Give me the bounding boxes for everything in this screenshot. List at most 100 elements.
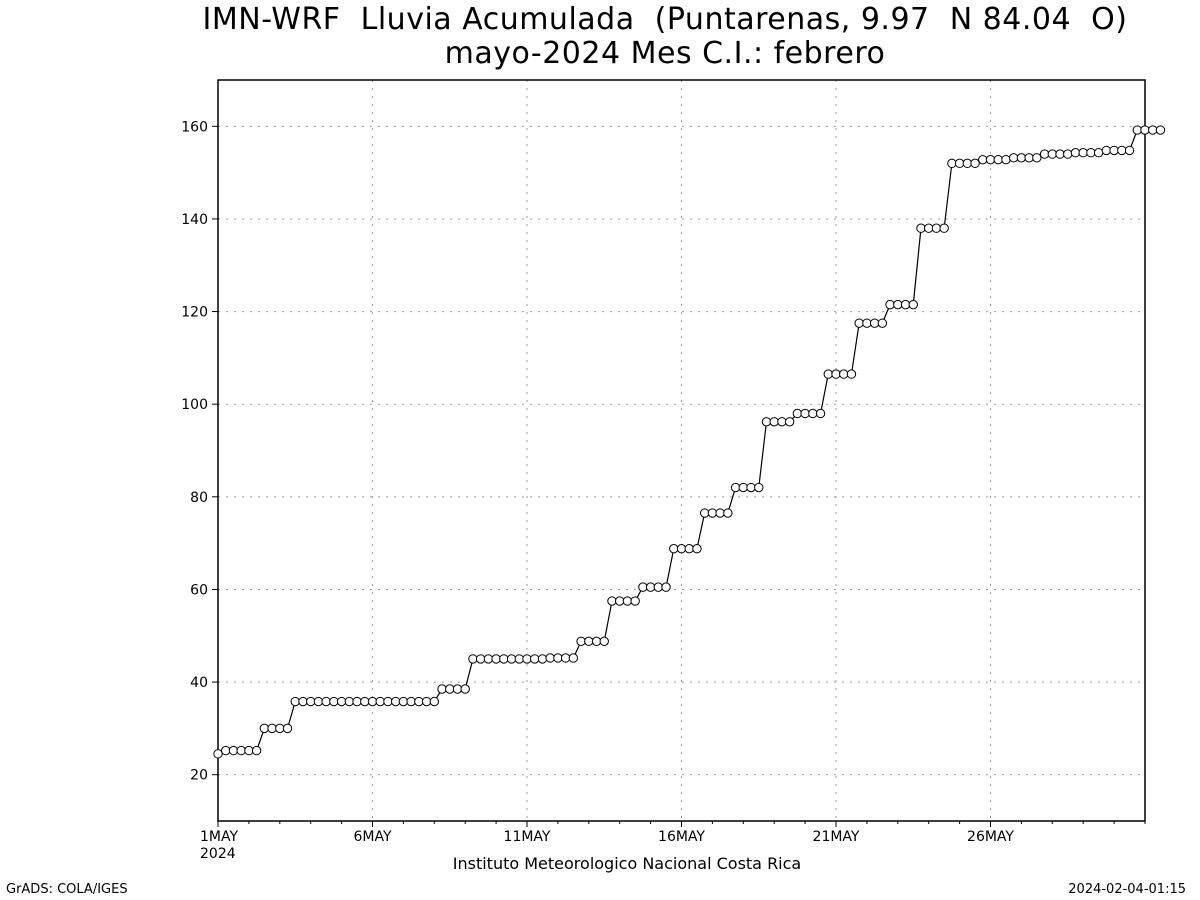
data-point — [962, 158, 973, 169]
x-tick-label: 26MAY — [967, 829, 1014, 845]
data-point — [1093, 148, 1104, 158]
y-tick-label: 60 — [190, 582, 208, 598]
data-point — [947, 158, 957, 169]
data-point — [985, 154, 996, 165]
data-point — [437, 684, 447, 694]
data-point — [506, 654, 517, 664]
data-point — [684, 543, 694, 554]
data-point — [954, 158, 965, 169]
y-tick-label: 40 — [190, 675, 208, 691]
data-point — [661, 582, 671, 592]
data-point — [367, 696, 378, 707]
data-point — [1101, 145, 1112, 156]
data-point — [846, 369, 857, 379]
data-point — [916, 223, 926, 233]
data-point — [460, 684, 470, 694]
data-point — [313, 696, 324, 707]
data-point — [1063, 149, 1073, 159]
data-point — [530, 654, 540, 664]
plot-frame — [217, 79, 1146, 822]
data-point — [1016, 153, 1027, 163]
data-point — [1124, 145, 1135, 156]
data-point — [839, 369, 849, 379]
data-point — [553, 653, 563, 663]
data-point — [645, 582, 656, 592]
data-point — [221, 745, 231, 756]
data-point — [993, 154, 1003, 165]
data-point — [591, 636, 602, 647]
x-axis: 1MAY 6MAY 11MAY 16MAY 21MAY 26MAY — [200, 821, 1146, 845]
grid-lines — [218, 80, 1145, 821]
y-tick-label: 140 — [181, 212, 208, 228]
data-point — [738, 482, 748, 493]
data-point — [406, 696, 416, 707]
data-point — [893, 299, 903, 310]
data-point — [560, 653, 571, 663]
data-point — [900, 299, 911, 310]
data-point — [336, 696, 347, 707]
data-point — [815, 408, 826, 419]
data-point — [854, 318, 864, 328]
data-point — [398, 696, 409, 707]
data-point — [483, 654, 494, 664]
data-point — [777, 417, 787, 427]
data-point — [236, 745, 246, 756]
data-point — [329, 696, 339, 707]
data-point — [267, 723, 277, 734]
data-point — [1008, 153, 1019, 163]
data-point — [1148, 125, 1158, 135]
data-point — [545, 653, 555, 663]
data-point — [568, 653, 579, 663]
data-point — [1078, 148, 1088, 158]
data-point — [514, 654, 524, 664]
data-point — [468, 654, 478, 664]
data-point — [306, 696, 316, 707]
series-line — [217, 129, 1161, 755]
x-tick-label: 11MAY — [504, 829, 551, 845]
data-point — [885, 299, 895, 310]
data-point — [607, 596, 617, 606]
data-point — [352, 696, 362, 707]
data-point — [869, 318, 880, 328]
data-point — [831, 369, 841, 379]
x-tick-label: 21MAY — [813, 829, 860, 845]
data-point — [244, 745, 254, 756]
data-point — [970, 158, 980, 169]
data-point — [630, 596, 640, 606]
data-point — [1039, 149, 1050, 159]
data-point — [761, 417, 772, 427]
data-point — [1032, 153, 1042, 163]
data-point — [939, 223, 949, 233]
data-point — [491, 654, 501, 664]
data-point — [452, 684, 463, 694]
y-tick-label: 120 — [181, 305, 208, 321]
data-point — [699, 508, 710, 518]
data-point — [383, 696, 393, 707]
data-point — [1086, 148, 1096, 158]
data-point — [1001, 154, 1011, 165]
data-point — [228, 745, 239, 756]
data-point — [638, 582, 648, 592]
x-tick-label: 16MAY — [658, 829, 705, 845]
data-point — [978, 154, 988, 165]
data-point — [522, 654, 532, 664]
data-point — [445, 684, 455, 694]
data-point — [584, 636, 594, 647]
data-point — [622, 596, 633, 606]
data-point — [298, 696, 308, 707]
y-tick-label: 20 — [190, 768, 208, 784]
data-point — [676, 543, 687, 554]
data-point — [251, 745, 262, 756]
x-tick-label: 1MAY — [200, 829, 238, 845]
data-point — [1024, 153, 1034, 163]
data-point — [290, 696, 300, 707]
data-point — [375, 696, 385, 707]
data-point — [715, 508, 725, 518]
data-point — [653, 582, 664, 592]
data-point — [877, 318, 888, 328]
data-point — [1140, 125, 1150, 135]
footer-timestamp: 2024-02-04-01:15 — [1068, 882, 1186, 897]
data-point — [414, 696, 424, 707]
data-point — [213, 749, 223, 759]
data-point — [360, 696, 370, 707]
